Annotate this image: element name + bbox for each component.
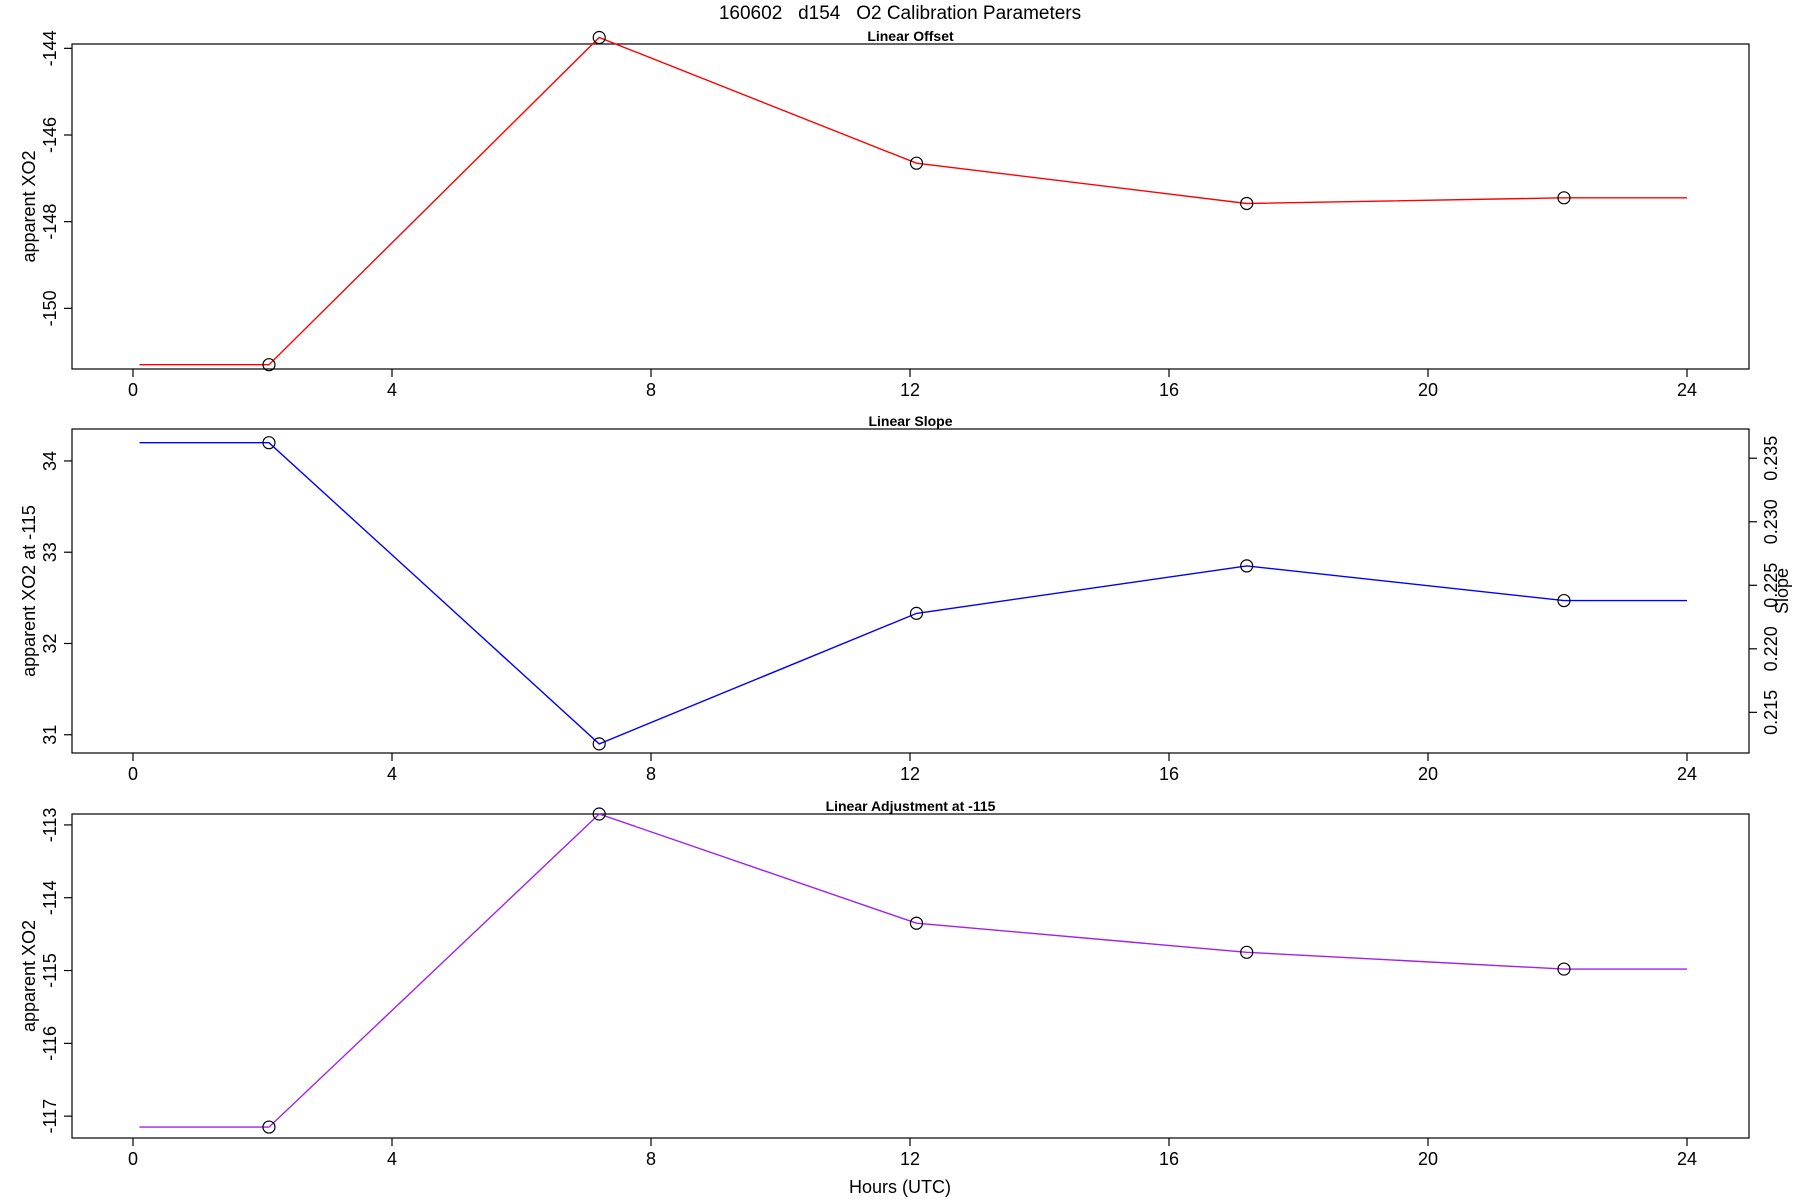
y-right-tick-label-slope-4: 0.235 <box>1761 436 1781 481</box>
figure-title: 160602 d154 O2 Calibration Parameters <box>719 3 1081 24</box>
y-axis-adjustment: -117 -116 -115 -114 -113 <box>40 808 72 1134</box>
x-tick-label-offset-20: 20 <box>1418 380 1438 400</box>
y-axis-slope: 31 32 33 34 <box>40 451 72 745</box>
x-axis-offset: 0 4 8 12 16 20 24 <box>128 369 1697 400</box>
data-point-adjustment-4 <box>1240 945 1254 959</box>
x-tick-label-offset-12: 12 <box>900 380 920 400</box>
y-tick-label-adjustment--116: -116 <box>40 1026 60 1061</box>
panel-title-offset: Linear Offset <box>867 28 954 44</box>
x-tick-label-adjustment-24: 24 <box>1677 1149 1697 1169</box>
y-right-tick-label-slope-0: 0.215 <box>1761 690 1781 735</box>
x-tick-label-adjustment-16: 16 <box>1159 1149 1179 1169</box>
y-axis-label-adjustment: apparent XO2 <box>19 920 39 1032</box>
panel-title-slope: Linear Slope <box>868 413 952 429</box>
y-right-tick-label-slope-3: 0.230 <box>1761 499 1781 544</box>
data-point-offset-4 <box>1240 196 1254 211</box>
data-point-slope-1 <box>262 436 276 450</box>
y-axis-right-slope: 0.215 0.220 0.225 0.230 0.235 <box>1749 436 1781 735</box>
y-tick-label-slope-31: 31 <box>40 725 60 745</box>
data-point-offset-1 <box>262 358 276 372</box>
y-tick-label-adjustment--114: -114 <box>40 880 60 915</box>
y-axis-label-offset: apparent XO2 <box>19 150 39 262</box>
y-axis-label-slope: apparent XO2 at -115 <box>19 505 39 677</box>
y-tick-label-adjustment--113: -113 <box>40 808 60 843</box>
x-tick-label-adjustment-0: 0 <box>128 1149 138 1169</box>
y-tick-label-offset--148: -148 <box>40 204 60 240</box>
x-tick-label-offset-8: 8 <box>646 380 656 400</box>
y-tick-label-offset--144: -144 <box>40 30 60 66</box>
x-axis-label: Hours (UTC) <box>849 1177 951 1197</box>
y-tick-label-slope-34: 34 <box>40 451 60 471</box>
panel-title-adjustment: Linear Adjustment at -115 <box>826 798 996 814</box>
x-tick-label-slope-20: 20 <box>1418 764 1438 784</box>
x-tick-label-slope-12: 12 <box>900 764 920 784</box>
series-line-adjustment <box>139 813 1687 1128</box>
data-point-slope-3 <box>909 606 924 620</box>
plot-frame-slope <box>71 428 1750 754</box>
data-point-offset-2 <box>592 30 606 45</box>
panels: Linear Offset 0 4 8 12 16 20 24 -150 -148 -146 -144… <box>19 28 1792 1169</box>
y-tick-label-slope-33: 33 <box>40 542 60 562</box>
series-line-slope <box>139 442 1687 745</box>
series-line-offset <box>139 36 1687 366</box>
data-point-slope-5 <box>1557 593 1571 608</box>
x-tick-label-offset-16: 16 <box>1159 380 1179 400</box>
x-tick-label-slope-8: 8 <box>646 764 656 784</box>
panel-slope: Linear Slope 0 4 8 12 16 20 24 31 32 33 34 apparent … <box>19 413 1792 784</box>
data-point-adjustment-1 <box>262 1120 276 1134</box>
y-axis-offset: -150 -148 -146 -144 <box>40 30 72 326</box>
x-axis-slope: 0 4 8 12 16 20 24 <box>128 753 1697 784</box>
data-point-adjustment-3 <box>909 916 924 930</box>
x-axis-adjustment: 0 4 8 12 16 20 24 <box>128 1138 1697 1169</box>
x-tick-label-slope-0: 0 <box>128 764 138 784</box>
x-tick-label-adjustment-20: 20 <box>1418 1149 1438 1169</box>
x-tick-label-adjustment-4: 4 <box>387 1149 397 1169</box>
panel-offset: Linear Offset 0 4 8 12 16 20 24 -150 -148 -146 -144… <box>19 28 1750 400</box>
x-tick-label-offset-0: 0 <box>128 380 138 400</box>
x-tick-label-slope-24: 24 <box>1677 764 1697 784</box>
y-axis-label-right-slope: Slope <box>1772 568 1792 614</box>
plot-frame-adjustment <box>71 813 1750 1139</box>
y-tick-label-slope-32: 32 <box>40 633 60 653</box>
y-tick-label-offset--146: -146 <box>40 117 60 153</box>
data-point-offset-5 <box>1557 191 1571 205</box>
x-tick-label-slope-16: 16 <box>1159 764 1179 784</box>
x-tick-label-adjustment-8: 8 <box>646 1149 656 1169</box>
x-tick-label-offset-4: 4 <box>387 380 397 400</box>
y-tick-label-adjustment--115: -115 <box>40 953 60 988</box>
y-tick-label-offset--150: -150 <box>40 290 60 326</box>
y-right-tick-label-slope-1: 0.220 <box>1761 626 1781 671</box>
x-tick-label-slope-4: 4 <box>387 764 397 784</box>
data-point-adjustment-5 <box>1557 962 1571 976</box>
panel-adjustment: Linear Adjustment at -115 0 4 8 12 16 20 24 -117… <box>19 798 1750 1169</box>
data-point-offset-3 <box>909 156 924 170</box>
data-point-slope-4 <box>1240 559 1254 573</box>
x-tick-label-adjustment-12: 12 <box>900 1149 920 1169</box>
data-point-adjustment-2 <box>592 807 606 821</box>
plot-frame-offset <box>71 43 1750 370</box>
data-point-slope-2 <box>592 737 606 751</box>
x-tick-label-offset-24: 24 <box>1677 380 1697 400</box>
y-right-tick-label-slope-2: 0.225 <box>1761 563 1781 608</box>
y-tick-label-adjustment--117: -117 <box>40 1099 60 1134</box>
